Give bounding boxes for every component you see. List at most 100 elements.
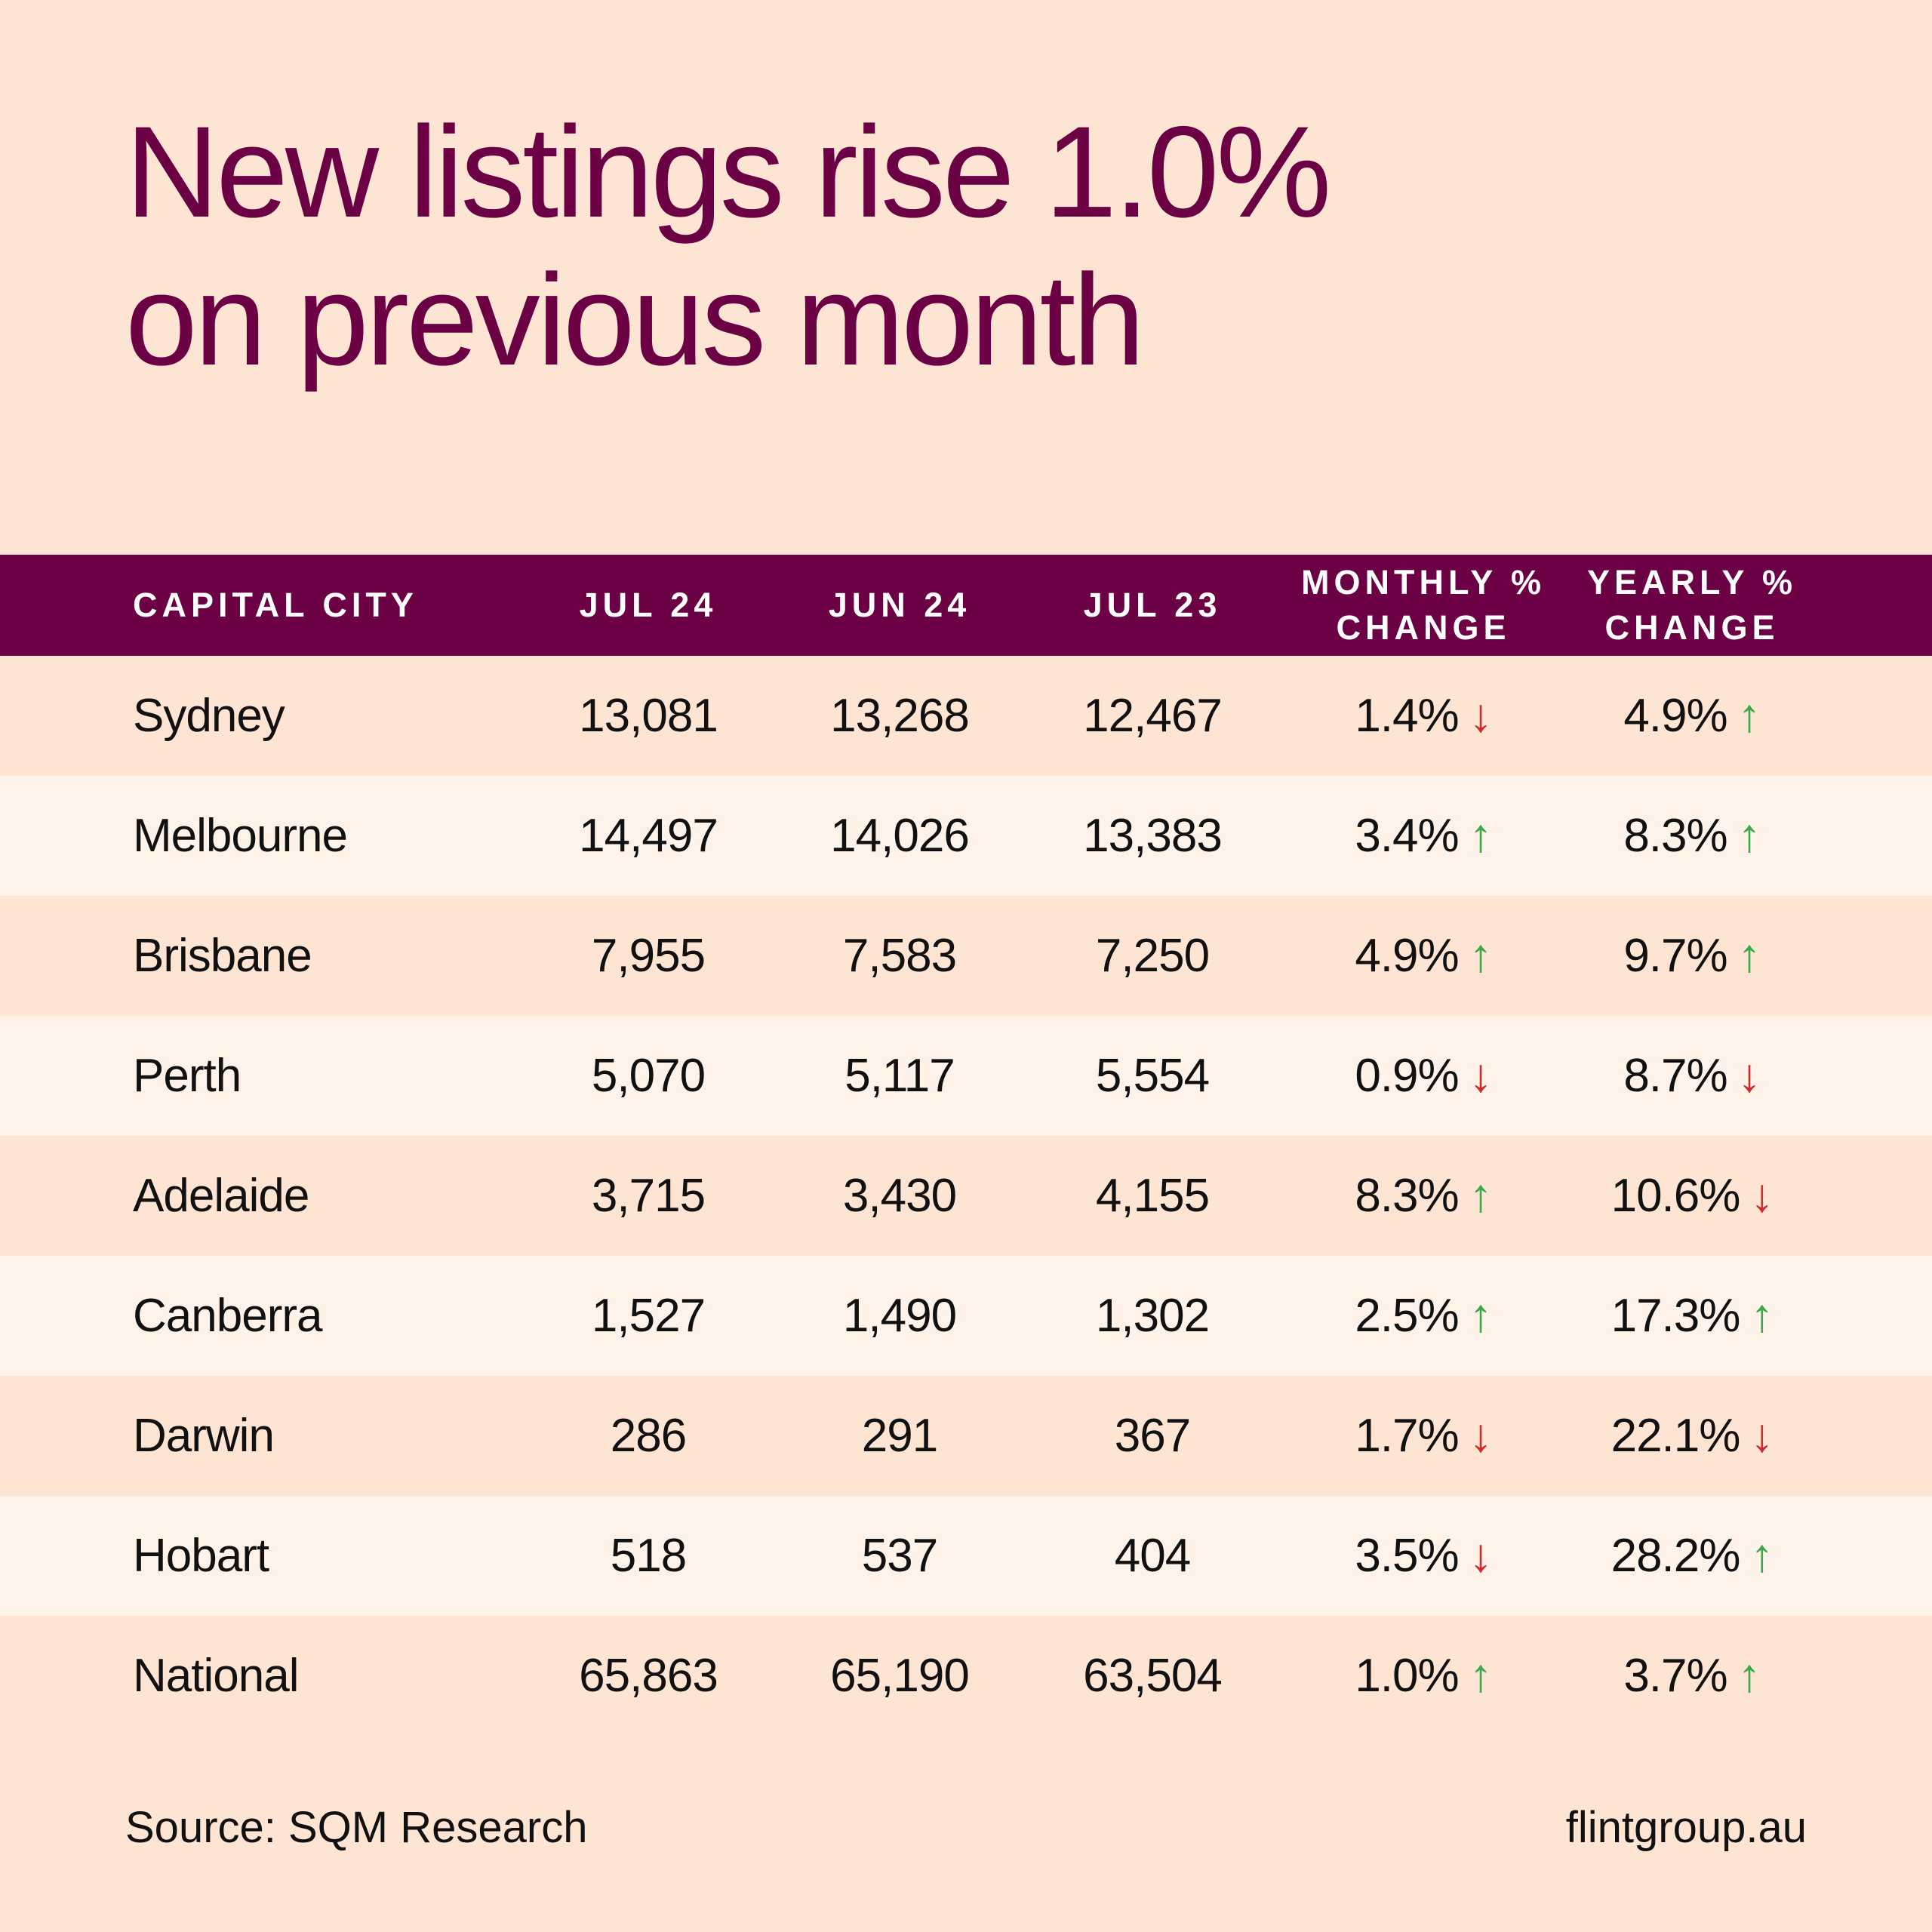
- jul24-cell: 14,497: [535, 776, 761, 896]
- jul24-cell-value: 286: [610, 1410, 687, 1462]
- jul24-cell-value: 1,527: [591, 1290, 706, 1342]
- city-name-value: Sydney: [133, 690, 285, 742]
- jul24-cell: 65,863: [535, 1616, 761, 1736]
- jun24-cell-value: 537: [861, 1530, 938, 1582]
- monthly-change-cell-value: 1.0%: [1355, 1650, 1459, 1702]
- header-yearly-change: YEARLY % CHANGE: [1586, 563, 1798, 647]
- jun24-cell: 3,430: [786, 1136, 1013, 1256]
- listings-table: CAPITAL CITY JUL 24 JUN 24 JUL 23 MONTHL…: [0, 555, 1932, 1736]
- city-name: Canberra: [133, 1256, 510, 1376]
- arrow-up-icon: ↑: [1750, 1290, 1774, 1342]
- jul23-cell: 63,504: [1039, 1616, 1266, 1736]
- header-jul23: JUL 23: [1083, 586, 1222, 624]
- header-jul24: JUL 24: [579, 586, 718, 624]
- yearly-change-cell-value: 10.6%: [1611, 1170, 1741, 1222]
- monthly-change-cell: 1.4% ↓: [1295, 656, 1552, 776]
- jun24-cell: 7,583: [786, 896, 1013, 1016]
- jul24-cell-value: 3,715: [591, 1170, 706, 1222]
- city-name: Perth: [133, 1016, 510, 1136]
- jul23-cell: 367: [1039, 1376, 1266, 1496]
- yearly-change-cell-value: 17.3%: [1611, 1290, 1741, 1342]
- jul24-cell: 286: [535, 1376, 761, 1496]
- city-name: Adelaide: [133, 1136, 510, 1256]
- title-line-2: on previous month: [125, 248, 1145, 392]
- city-name-value: Brisbane: [133, 930, 312, 982]
- yearly-change-cell: 9.7% ↑: [1564, 896, 1820, 1016]
- monthly-change-cell-value: 8.3%: [1355, 1170, 1459, 1222]
- jun24-cell-value: 291: [861, 1410, 938, 1462]
- jul23-cell: 13,383: [1039, 776, 1266, 896]
- jun24-cell: 537: [786, 1496, 1013, 1616]
- arrow-up-icon: ↑: [1737, 1650, 1761, 1702]
- jul24-cell-value: 13,081: [579, 690, 718, 742]
- jun24-cell-value: 14,026: [830, 810, 970, 862]
- table-row: Perth 5,070 5,117 5,554 0.9% ↓ 8.7% ↓: [0, 1016, 1932, 1136]
- arrow-up-icon: ↑: [1469, 810, 1493, 862]
- jun24-cell-value: 13,268: [830, 690, 970, 742]
- yearly-change-cell: 17.3% ↑: [1564, 1256, 1820, 1376]
- jul23-cell: 12,467: [1039, 656, 1266, 776]
- jul24-cell-value: 5,070: [591, 1050, 706, 1102]
- city-name-value: Perth: [133, 1050, 242, 1102]
- jul23-cell-value: 4,155: [1095, 1170, 1210, 1222]
- jul24-cell: 13,081: [535, 656, 761, 776]
- jul23-cell-value: 13,383: [1083, 810, 1223, 862]
- jul23-cell-value: 1,302: [1095, 1290, 1210, 1342]
- jul23-cell: 404: [1039, 1496, 1266, 1616]
- table-row: Adelaide 3,715 3,430 4,155 8.3% ↑ 10.6% ↓: [0, 1136, 1932, 1256]
- monthly-change-cell: 1.7% ↓: [1295, 1376, 1552, 1496]
- jul24-cell: 3,715: [535, 1136, 761, 1256]
- table-row: Sydney 13,081 13,268 12,467 1.4% ↓ 4.9% ↑: [0, 656, 1932, 776]
- jul23-cell-value: 5,554: [1095, 1050, 1210, 1102]
- yearly-change-cell-value: 3.7%: [1623, 1650, 1727, 1702]
- yearly-change-cell: 28.2% ↑: [1564, 1496, 1820, 1616]
- yearly-change-cell-value: 9.7%: [1623, 930, 1727, 982]
- table-row: Melbourne 14,497 14,026 13,383 3.4% ↑ 8.3% ↑: [0, 776, 1932, 896]
- jul24-cell: 7,955: [535, 896, 761, 1016]
- jul23-cell: 7,250: [1039, 896, 1266, 1016]
- city-name-value: Canberra: [133, 1290, 322, 1342]
- jun24-cell: 13,268: [786, 656, 1013, 776]
- yearly-change-cell: 10.6% ↓: [1564, 1136, 1820, 1256]
- monthly-change-cell: 3.4% ↑: [1295, 776, 1552, 896]
- table-row: Canberra 1,527 1,490 1,302 2.5% ↑ 17.3% ↑: [0, 1256, 1932, 1376]
- jun24-cell: 65,190: [786, 1616, 1013, 1736]
- arrow-down-icon: ↓: [1750, 1410, 1774, 1462]
- monthly-change-cell: 1.0% ↑: [1295, 1616, 1552, 1736]
- monthly-change-cell-value: 3.4%: [1355, 810, 1459, 862]
- monthly-change-cell: 2.5% ↑: [1295, 1256, 1552, 1376]
- arrow-up-icon: ↑: [1737, 810, 1761, 862]
- table-row: Hobart 518 537 404 3.5% ↓ 28.2% ↑: [0, 1496, 1932, 1616]
- header-monthly-change: MONTHLY % CHANGE: [1300, 563, 1546, 647]
- city-name: Sydney: [133, 656, 510, 776]
- jun24-cell: 291: [786, 1376, 1013, 1496]
- monthly-change-cell-value: 4.9%: [1355, 930, 1459, 982]
- jun24-cell-value: 7,583: [842, 930, 957, 982]
- arrow-up-icon: ↑: [1737, 930, 1761, 982]
- website-link[interactable]: flintgroup.au: [1565, 1803, 1807, 1852]
- jul23-cell-value: 12,467: [1083, 690, 1223, 742]
- city-name-value: Melbourne: [133, 810, 348, 862]
- city-name: National: [133, 1616, 510, 1736]
- jul24-cell: 518: [535, 1496, 761, 1616]
- arrow-down-icon: ↓: [1737, 1050, 1761, 1102]
- table-row: National 65,863 65,190 63,504 1.0% ↑ 3.7% ↑: [0, 1616, 1932, 1736]
- yearly-change-cell-value: 28.2%: [1611, 1530, 1741, 1582]
- city-name: Brisbane: [133, 896, 510, 1016]
- jul23-cell-value: 404: [1114, 1530, 1191, 1582]
- arrow-up-icon: ↑: [1469, 1650, 1493, 1702]
- yearly-change-cell-value: 22.1%: [1611, 1410, 1741, 1462]
- jul24-cell: 1,527: [535, 1256, 761, 1376]
- arrow-up-icon: ↑: [1469, 1170, 1493, 1222]
- jun24-cell: 14,026: [786, 776, 1013, 896]
- arrow-down-icon: ↓: [1469, 690, 1493, 742]
- jun24-cell-value: 1,490: [842, 1290, 957, 1342]
- monthly-change-cell: 3.5% ↓: [1295, 1496, 1552, 1616]
- table-body: Sydney 13,081 13,268 12,467 1.4% ↓ 4.9% ↑ Melbou…: [0, 656, 1932, 1736]
- yearly-change-cell-value: 4.9%: [1623, 690, 1727, 742]
- yearly-change-cell-value: 8.7%: [1623, 1050, 1727, 1102]
- title-line-1: New listings rise 1.0%: [125, 100, 1331, 245]
- monthly-change-cell-value: 2.5%: [1355, 1290, 1459, 1342]
- table-row: Darwin 286 291 367 1.7% ↓ 22.1% ↓: [0, 1376, 1932, 1496]
- table-row: Brisbane 7,955 7,583 7,250 4.9% ↑ 9.7% ↑: [0, 896, 1932, 1016]
